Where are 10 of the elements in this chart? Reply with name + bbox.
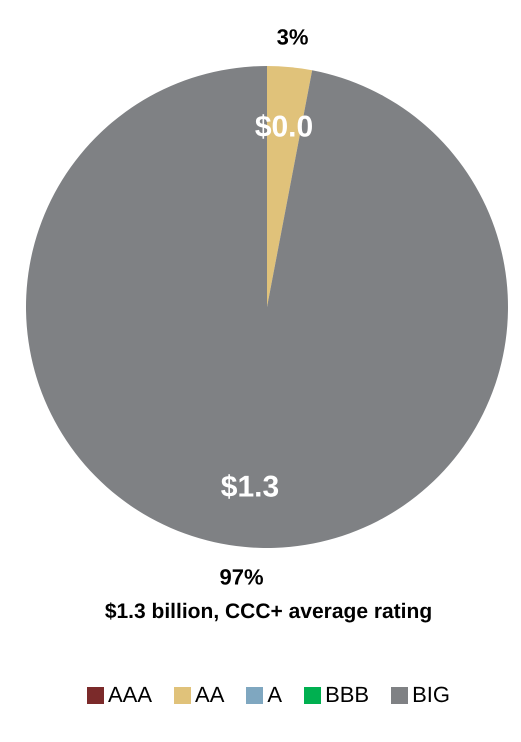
legend-label: AAA <box>108 682 152 708</box>
pie-slice <box>26 66 508 548</box>
data-label: 97% <box>219 564 264 590</box>
legend-label: AA <box>195 682 224 708</box>
legend-label: BIG <box>412 682 450 708</box>
legend-label: A <box>267 682 282 708</box>
legend-label: BBB <box>325 682 370 708</box>
text: $1.3 billion, CCC+ average rating <box>104 600 434 624</box>
text: $1.3 <box>220 470 280 504</box>
data-label: 3% <box>276 24 308 50</box>
